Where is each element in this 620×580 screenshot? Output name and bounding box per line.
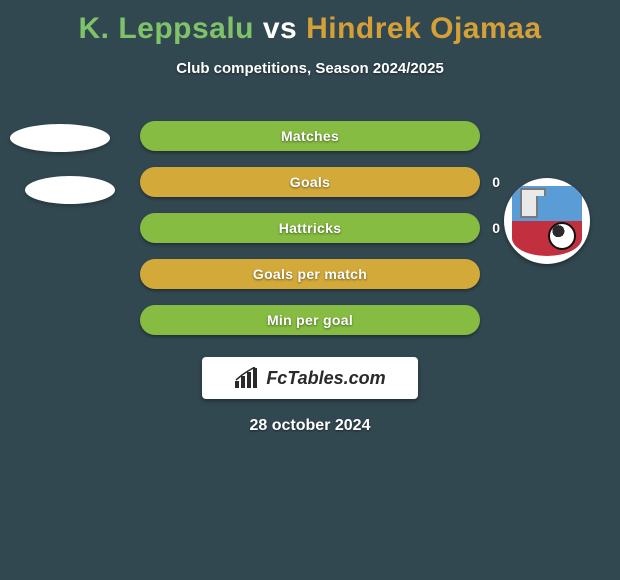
team-crest <box>504 178 590 264</box>
crest-tower-icon <box>520 192 538 218</box>
stat-label: Min per goal <box>140 305 480 335</box>
title-player1: K. Leppsalu <box>78 12 254 45</box>
stat-row: Matches <box>140 121 480 151</box>
stat-row: Min per goal <box>140 305 480 335</box>
stat-row: Goals0 <box>140 167 480 197</box>
crest-ball-icon <box>548 222 576 250</box>
brand-box: FcTables.com <box>202 357 418 399</box>
stat-label: Hattricks <box>140 213 480 243</box>
stat-value-right: 0 <box>492 167 500 197</box>
stat-label: Goals per match <box>140 259 480 289</box>
stat-label: Matches <box>140 121 480 151</box>
stat-row: Hattricks0 <box>140 213 480 243</box>
page-title: K. Leppsalu vs Hindrek Ojamaa <box>0 0 620 46</box>
decorative-blob <box>10 124 110 152</box>
title-vs: vs <box>263 12 297 45</box>
stat-row: Goals per match <box>140 259 480 289</box>
decorative-blob <box>25 176 115 204</box>
bars-icon <box>234 367 260 389</box>
brand-text: FcTables.com <box>266 368 385 389</box>
date-text: 28 october 2024 <box>0 417 620 435</box>
subtitle: Club competitions, Season 2024/2025 <box>0 60 620 77</box>
crest-badge <box>512 186 582 256</box>
stat-label: Goals <box>140 167 480 197</box>
stat-value-right: 0 <box>492 213 500 243</box>
title-player2: Hindrek Ojamaa <box>306 12 541 45</box>
